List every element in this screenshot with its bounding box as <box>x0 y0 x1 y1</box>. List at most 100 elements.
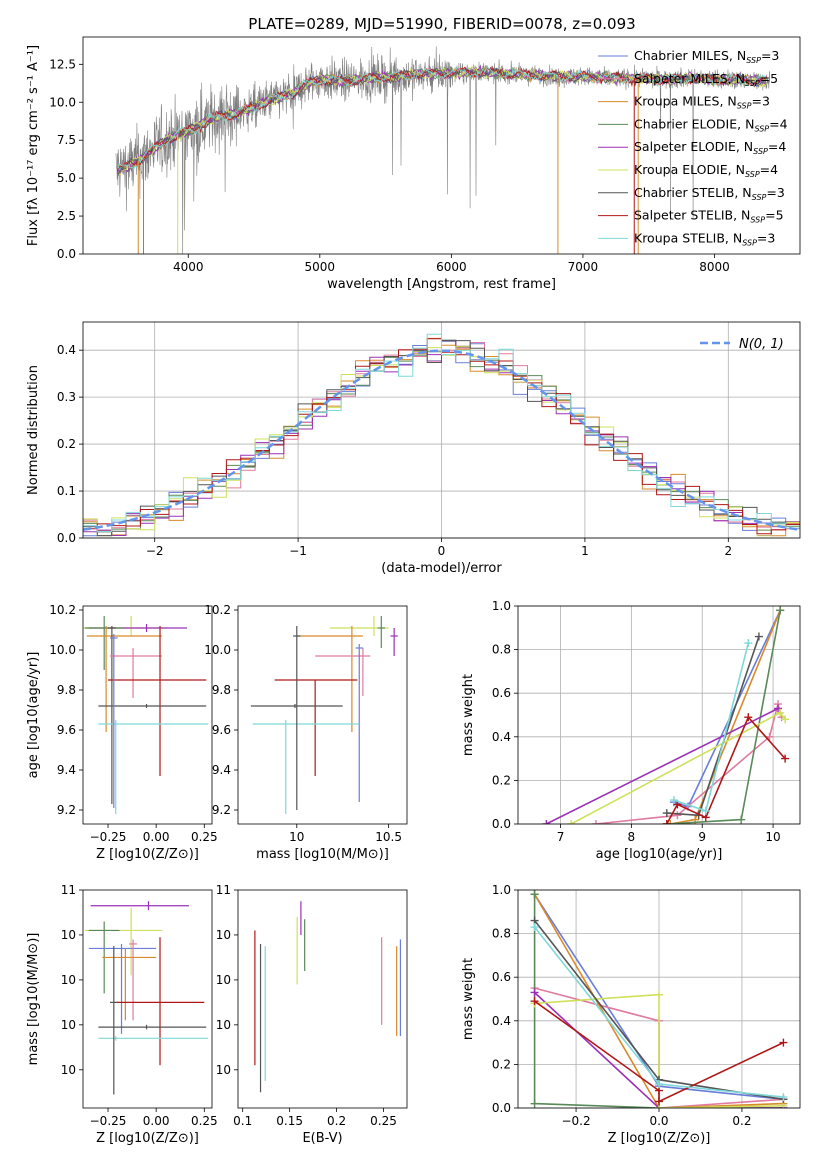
errorbar-point <box>109 946 118 1095</box>
weight-series-marker <box>765 732 774 741</box>
residuals-xtick-label: −1 <box>289 544 307 558</box>
mass-vs-Z-ytick-label: 11 <box>61 883 76 897</box>
weight-vs-age-ytick-label: 1.0 <box>492 599 511 613</box>
weight-vs-age-xtick-label: 7 <box>557 830 565 844</box>
weight-series-marker <box>779 1093 788 1102</box>
weight-series-marker <box>737 815 746 824</box>
age-vs-Z-ytick-label: 10.2 <box>49 603 76 617</box>
errorbar-point <box>98 720 209 814</box>
weight-series-line <box>666 610 781 824</box>
spectrum-plot-area <box>115 46 770 254</box>
residuals-xtick-label: 0 <box>438 544 446 558</box>
mass-vs-ebv-ytick-label: 10 <box>216 973 231 987</box>
errorbar-point <box>293 626 301 810</box>
mass-vs-ebv-xlabel: E(B-V) <box>302 1131 342 1146</box>
legend-entry-label: Kroupa MILES, NSSP=3 <box>634 94 770 111</box>
errorbar-point <box>108 626 207 776</box>
mass-vs-ebv-xtick-label: 0.25 <box>370 1114 397 1128</box>
age-vs-mass-ytick-label: 9.6 <box>212 723 231 737</box>
age-vs-mass-ytick-label: 9.2 <box>212 803 231 817</box>
spectrum-ylabel: Flux [fλ 10⁻¹⁷ erg cm⁻² s⁻¹ A⁻¹] <box>26 45 41 246</box>
mass-vs-ebv-ytick-label: 10 <box>216 1063 231 1077</box>
weight-series-marker <box>701 806 710 815</box>
weight-series-marker <box>530 1099 539 1108</box>
weight-series-marker <box>655 1080 663 1089</box>
weight-vs-Z-xtick-label: 0.2 <box>732 1114 751 1128</box>
residuals-frame <box>82 321 801 539</box>
spectrum-model-line <box>117 65 768 170</box>
errorbar-point <box>88 943 157 1034</box>
age-vs-Z-ytick-label: 10.0 <box>49 643 76 657</box>
mass-vs-Z-ytick-label: 10 <box>61 973 76 987</box>
spectrum-model-line <box>116 66 767 172</box>
weight-vs-Z-frame <box>517 889 801 1109</box>
spectrum-xtick-label: 5000 <box>305 260 336 274</box>
legend-entry-label: Chabrier ELODIE, NSSP=4 <box>634 116 788 133</box>
mass-vs-Z-xtick-label: 0.25 <box>191 1114 218 1128</box>
errorbar-point <box>98 1036 209 1041</box>
mass-vs-ebv-panel: 0.1 0.15 0.2 0.25 10 10 10 10 11 E(B-V) <box>216 883 408 1146</box>
weight-vs-age-xtick-label: 8 <box>628 830 636 844</box>
weight-series-marker <box>530 890 539 899</box>
weight-series-marker <box>744 713 753 722</box>
mass-vs-ebv-ytick-label: 10 <box>216 1018 231 1032</box>
weight-vs-Z-panel: −0.2 0.0 0.2 0.0 0.2 0.4 0.6 0.8 1.0 Z [log10(Z/Z… <box>461 883 801 1146</box>
errorbar-point <box>377 616 385 648</box>
weight-series-marker <box>744 639 753 648</box>
weight-vs-age-xtick-label: 10 <box>765 830 780 844</box>
spectrum-ytick-label: 0.0 <box>57 247 76 261</box>
mass-vs-ebv-xtick-label: 0.1 <box>233 1114 252 1128</box>
mass-vs-ebv-ytick-label: 11 <box>216 883 231 897</box>
age-vs-Z-xtick-label: −0.25 <box>90 830 127 844</box>
age-vs-mass-ytick-label: 10.0 <box>204 643 231 657</box>
spectrum-xtick-label: 6000 <box>436 260 467 274</box>
age-vs-mass-panel: 10 10.5 9.2 9.4 9.6 9.8 10.0 10.2 mass [log10(M/… <box>204 603 408 862</box>
weight-series-marker <box>776 606 785 615</box>
age-vs-Z-plot-area <box>83 616 209 814</box>
weight-series-marker <box>542 820 551 824</box>
weight-series-marker <box>666 820 675 824</box>
weight-vs-Z-xlabel: Z [log10(Z/Z⊙)] <box>608 1131 711 1146</box>
residuals-ytick-label: 0.1 <box>57 484 76 498</box>
age-vs-Z-panel: −0.25 0.00 0.25 9.2 9.4 9.6 9.8 10.0 10.2 Z [log1… <box>26 603 218 862</box>
spectrum-ytick-label: 5.0 <box>57 171 76 185</box>
errorbar-point <box>98 1024 207 1030</box>
errorbar-point <box>84 907 162 976</box>
gaussian-legend-label: N(0, 1) <box>739 337 784 352</box>
weight-series-line <box>595 701 783 824</box>
weight-series-line <box>534 1000 784 1103</box>
weight-series-marker <box>781 754 790 763</box>
legend-entry-label: Salpeter STELIB, NSSP=5 <box>634 208 784 225</box>
mass-vs-Z-ytick-label: 10 <box>61 1063 76 1077</box>
errorbar-point <box>390 628 398 656</box>
weight-series-marker <box>530 923 539 932</box>
weight-vs-age-ytick-label: 0.2 <box>492 773 511 787</box>
age-vs-mass-xlabel: mass [log10(M/M⊙)] <box>256 847 389 862</box>
legend-entry-label: Chabrier MILES, NSSP=3 <box>634 48 779 65</box>
residuals-xtick-label: 1 <box>581 544 589 558</box>
spectrum-ytick-label: 10.0 <box>49 95 76 109</box>
errorbar-point <box>252 720 360 814</box>
weight-series-line <box>670 610 781 824</box>
errorbar-point <box>129 939 137 1021</box>
weight-vs-age-panel: 7 8 9 10 0.0 0.2 0.4 0.6 0.8 1.0 age [log10(age/yr… <box>461 599 801 862</box>
weight-series-marker <box>754 632 763 641</box>
age-vs-Z-frame <box>82 605 213 825</box>
weight-series-marker <box>673 811 682 820</box>
weight-series-marker <box>530 988 539 997</box>
age-vs-Z-xtick-label: 0.25 <box>191 830 218 844</box>
weight-vs-Z-xtick-label: −0.2 <box>561 1114 590 1128</box>
age-vs-Z-ytick-label: 9.4 <box>57 763 76 777</box>
age-vs-mass-xtick-label: 10.5 <box>375 830 402 844</box>
weight-vs-age-plot-area <box>542 606 790 824</box>
weight-series-marker <box>662 809 671 818</box>
age-vs-Z-ytick-label: 9.6 <box>57 723 76 737</box>
mass-vs-ebv-frame <box>237 889 408 1109</box>
mass-vs-Z-ytick-label: 10 <box>61 928 76 942</box>
weight-vs-age-xtick-label: 9 <box>698 830 706 844</box>
weight-vs-Z-ytick-label: 0.4 <box>492 1014 511 1028</box>
age-vs-Z-xtick-label: 0.00 <box>143 830 170 844</box>
weight-series-line <box>673 610 781 808</box>
residuals-panel: −2 −1 0 1 2 0.0 0.1 0.2 0.3 0.4 (data-model)/error… <box>26 321 801 576</box>
mass-vs-ebv-plot-area <box>254 901 402 1093</box>
